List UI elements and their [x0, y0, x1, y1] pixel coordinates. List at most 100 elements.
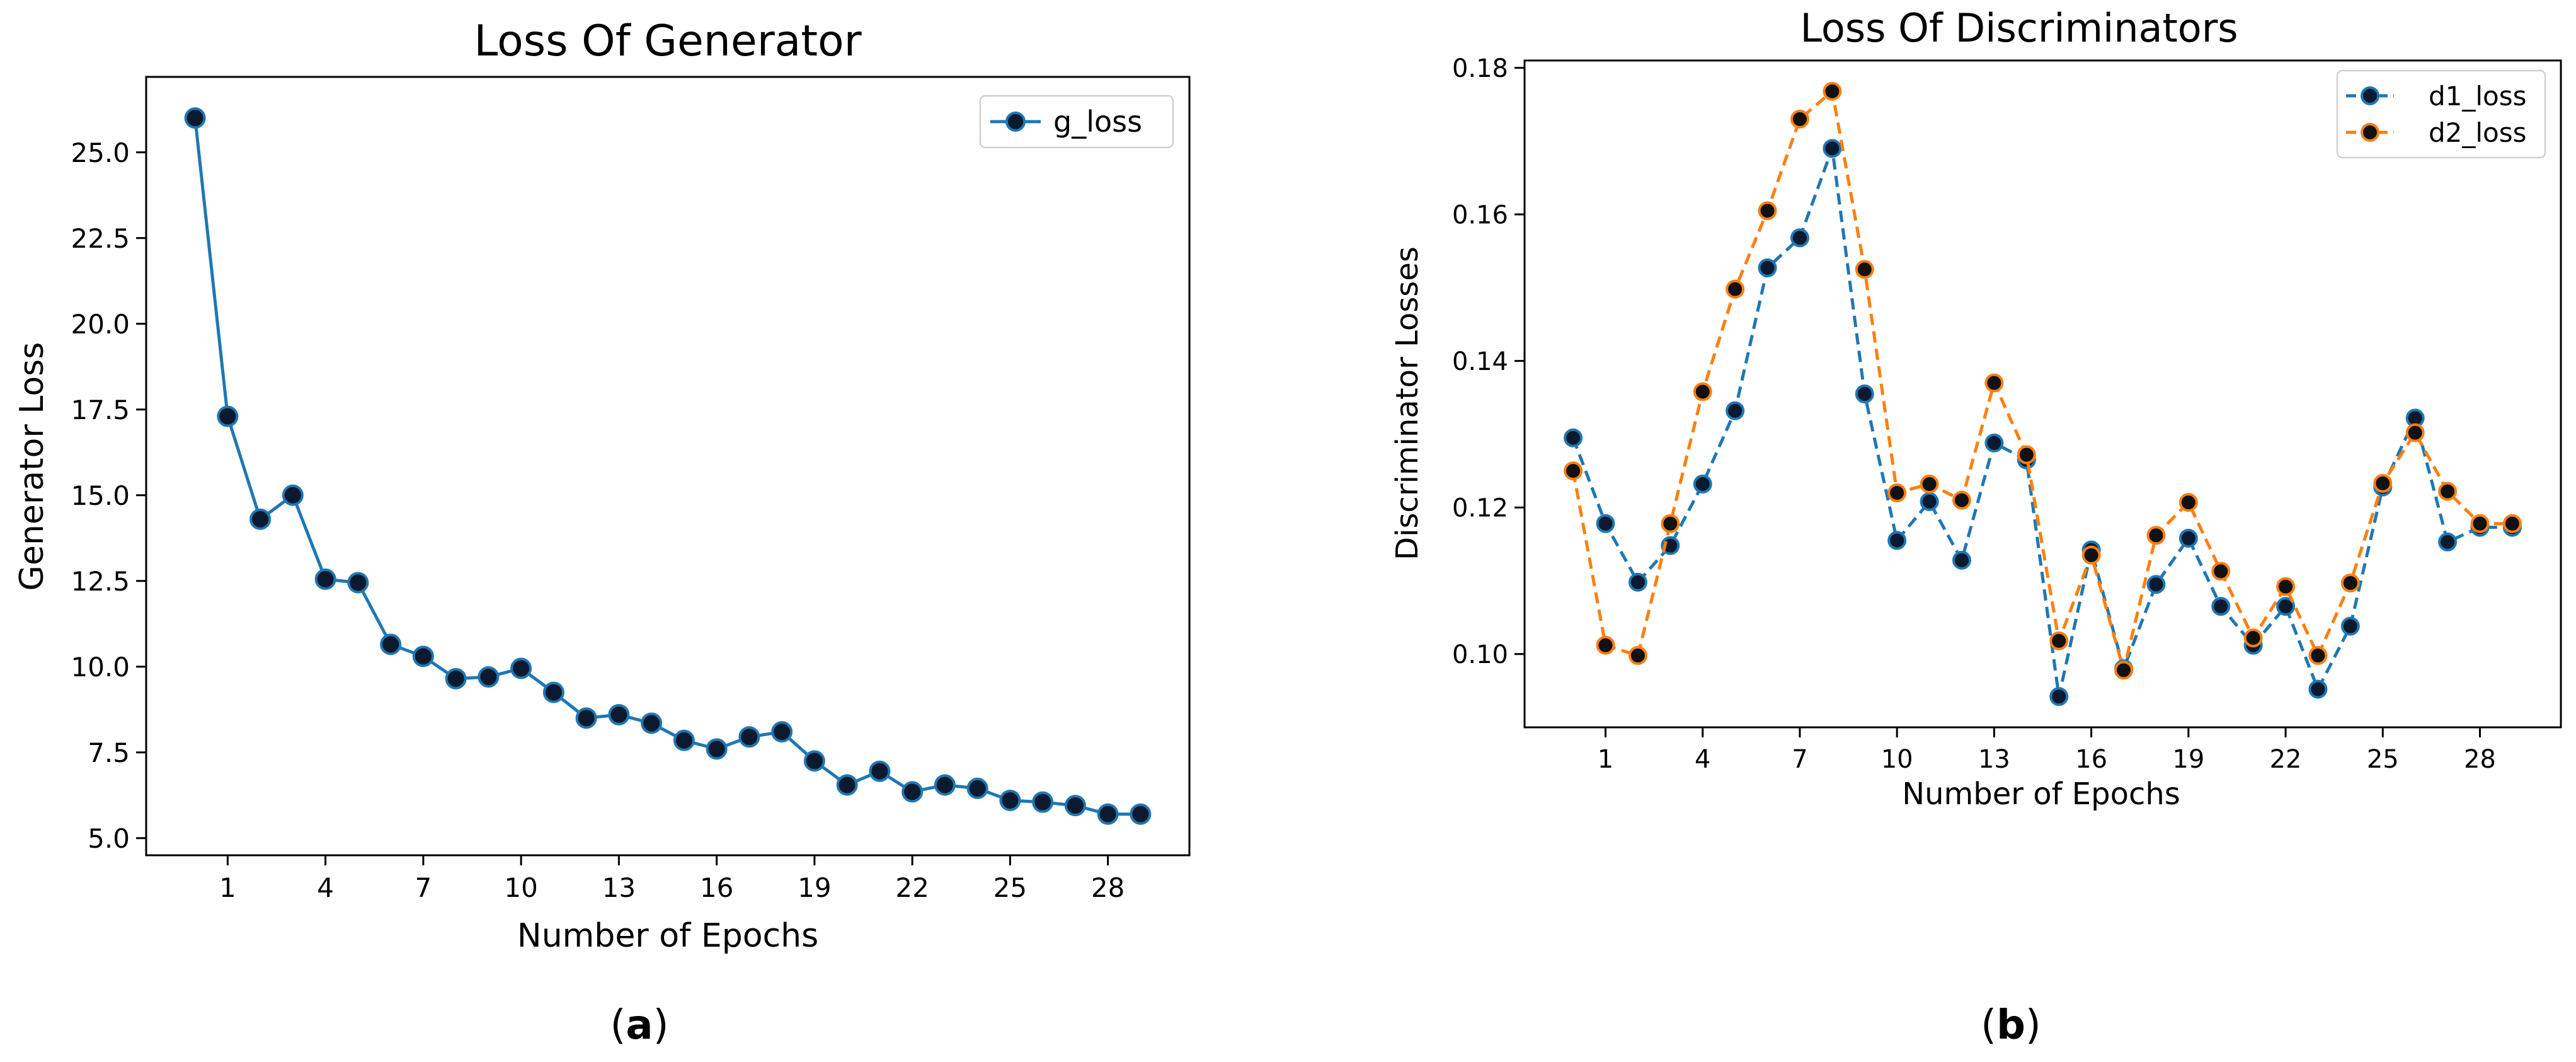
legend-label-d1-loss: d1_loss: [2429, 81, 2527, 112]
data-point-d2-loss: [2081, 545, 2101, 565]
data-point-g-loss: [869, 760, 891, 782]
x-tick-label: 7: [1792, 745, 1807, 774]
legend-label-d2-loss: d2_loss: [2429, 117, 2527, 148]
y-tick-label: 17.5: [71, 395, 130, 425]
data-point-d2-loss: [2276, 577, 2296, 596]
y-tick-label: 0.12: [1452, 494, 1508, 523]
data-point-g-loss: [412, 645, 434, 667]
legend-marker-g-loss: [1005, 112, 1026, 132]
data-point-g-loss: [575, 707, 597, 729]
data-point-d1-loss: [1596, 514, 1615, 533]
data-point-d2-loss: [2340, 573, 2360, 592]
data-point-d1-loss: [1984, 433, 2004, 453]
series-layer: [1564, 81, 2522, 707]
data-point-d2-loss: [1758, 201, 1777, 221]
data-point-d2-loss: [1661, 514, 1680, 533]
data-point-g-loss: [673, 729, 695, 751]
data-point-g-loss: [347, 572, 369, 594]
data-point-d2-loss: [2373, 473, 2393, 493]
data-point-g-loss: [510, 657, 532, 679]
data-point-d1-loss: [1564, 428, 1583, 447]
legend-marker-d1-loss: [2361, 86, 2379, 105]
x-tick-label: 22: [895, 872, 929, 903]
data-point-d1-loss: [1887, 531, 1907, 550]
data-point-d1-loss: [2308, 679, 2328, 699]
y-tick-label: 5.0: [88, 823, 130, 854]
data-point-d2-loss: [1823, 81, 1842, 101]
x-tick-label: 28: [2464, 745, 2496, 774]
data-point-g-loss: [1032, 791, 1054, 813]
y-tick-label: 15.0: [71, 480, 130, 511]
data-point-g-loss: [902, 781, 924, 803]
data-point-d2-loss: [1887, 483, 1907, 502]
discriminator-loss-chart: Loss Of Discriminators 1 4 7 10 13 16 19 22 25 28…: [1390, 5, 2562, 1049]
data-point-g-loss: [1130, 803, 1152, 825]
data-point-d2-loss: [2470, 514, 2490, 533]
data-point-d2-loss: [2017, 445, 2036, 465]
data-point-d2-loss: [2502, 514, 2522, 533]
caption-b-letter: b: [1996, 1002, 2025, 1049]
data-point-d2-loss: [1790, 110, 1809, 129]
data-point-d2-loss: [2178, 493, 2198, 512]
y-axis-label: Generator Loss: [13, 342, 51, 591]
plot-area: [1523, 59, 2562, 729]
data-point-d1-loss: [1693, 475, 1712, 494]
plot-area: [145, 76, 1191, 857]
x-tick-label: 13: [1978, 745, 2010, 774]
legend-label-g-loss: g_loss: [1053, 105, 1142, 139]
data-point-d1-loss: [1952, 550, 1971, 570]
data-point-g-loss: [282, 484, 304, 506]
legend-marker-d2-loss: [2361, 123, 2379, 142]
caption-b: (b): [1981, 1002, 2041, 1049]
x-tick-label: 16: [2075, 745, 2107, 774]
legend: d1_loss d2_loss: [2336, 69, 2546, 159]
data-point-d1-loss: [2146, 575, 2166, 594]
data-point-g-loss: [966, 777, 988, 799]
data-point-g-loss: [542, 681, 564, 703]
y-tick-label: 7.5: [88, 737, 130, 768]
series-line-d2-loss: [1571, 89, 2512, 672]
y-tick-label: 0.18: [1452, 54, 1508, 83]
chart-title: Loss Of Generator: [474, 16, 861, 66]
data-point-d2-loss: [1693, 382, 1712, 401]
data-point-d1-loss: [2049, 687, 2069, 707]
x-axis-ticks: 1 4 7 10 13 16 19 22 25 28: [219, 855, 1125, 903]
data-point-d2-loss: [2438, 482, 2458, 501]
data-point-d2-loss: [2243, 628, 2263, 648]
data-point-g-loss: [738, 726, 760, 748]
data-point-g-loss: [217, 405, 239, 427]
x-tick-label: 25: [993, 872, 1027, 903]
data-point-d1-loss: [1758, 258, 1777, 278]
data-point-d2-loss: [1628, 646, 1647, 666]
y-tick-label: 12.5: [71, 566, 130, 597]
data-point-g-loss: [803, 750, 825, 772]
data-point-d1-loss: [1855, 384, 1874, 403]
data-point-d2-loss: [1596, 635, 1615, 655]
x-axis-ticks: 1 4 7 10 13 16 19 22 25 28: [1598, 727, 2496, 774]
data-point-g-loss: [999, 789, 1021, 811]
x-tick-label: 4: [317, 872, 334, 903]
data-point-d1-loss: [2178, 529, 2198, 548]
data-point-g-loss: [608, 703, 630, 725]
x-tick-label: 10: [504, 872, 537, 903]
data-point-d2-loss: [1726, 279, 1745, 299]
data-point-d1-loss: [2438, 532, 2458, 551]
data-point-g-loss: [706, 738, 728, 760]
x-tick-label: 4: [1695, 745, 1710, 774]
data-point-d1-loss: [1790, 228, 1809, 248]
x-tick-label: 16: [700, 872, 733, 903]
legend-box: [2336, 69, 2546, 159]
y-tick-label: 22.5: [71, 223, 130, 254]
x-tick-label: 22: [2270, 745, 2302, 774]
data-point-g-loss: [478, 666, 500, 688]
data-point-d2-loss: [1952, 490, 1971, 510]
data-point-d2-loss: [1984, 373, 2004, 393]
y-tick-label: 10.0: [71, 652, 130, 683]
y-tick-label: 20.0: [71, 309, 130, 340]
data-point-g-loss: [1097, 803, 1119, 825]
data-point-d1-loss: [1628, 572, 1647, 592]
generator-loss-chart: Loss Of Generator 1 4 7 10 13 16 19 22 25 28 5.0 7…: [13, 16, 1191, 1049]
caption-a-letter: a: [626, 1002, 653, 1049]
data-point-d1-loss: [2340, 616, 2360, 636]
